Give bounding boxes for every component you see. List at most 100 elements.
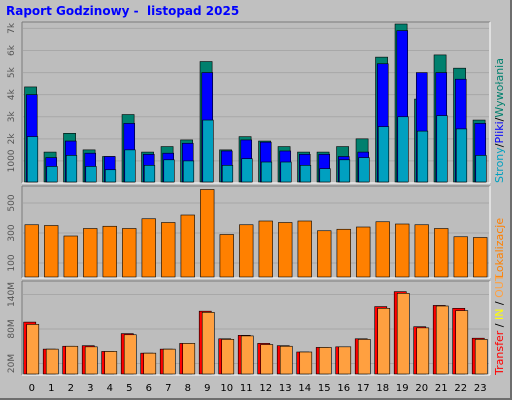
bar-visits-14 [297, 220, 312, 278]
y-tick-label: 2k [7, 133, 17, 145]
plot-area [22, 22, 490, 183]
bar-visits-2 [63, 235, 78, 278]
x-tick-label: 14 [298, 383, 311, 394]
bar-out-11 [240, 335, 254, 375]
legend-item: OUT [493, 274, 506, 301]
x-tick-label: 9 [204, 383, 210, 394]
legend-item: / [493, 301, 506, 305]
bar-visits-18 [375, 221, 390, 278]
y-tick-label: 140M [7, 282, 17, 307]
legend-visits: Lokalizacje [493, 218, 506, 278]
y-tick-label: 20M [7, 354, 17, 373]
bar-strony-5 [124, 149, 136, 183]
bar-visits-13 [278, 222, 293, 278]
bar-strony-10 [221, 165, 234, 183]
x-tick-label: 15 [318, 383, 331, 394]
x-tick-label: 4 [107, 383, 113, 394]
bar-strony-4 [104, 169, 117, 183]
bar-out-16 [338, 346, 352, 375]
bar-visits-10 [219, 234, 234, 278]
bar-strony-8 [182, 160, 195, 183]
bar-visits-23 [473, 237, 488, 278]
bar-visits-6 [141, 218, 156, 278]
bar-visits-11 [239, 224, 254, 278]
bar-out-0 [26, 324, 40, 375]
bar-strony-14 [299, 165, 312, 183]
bar-out-15 [318, 347, 332, 375]
bar-out-22 [455, 310, 469, 375]
y-tick-label: 300 [7, 224, 17, 241]
x-tick-label: 10 [220, 383, 233, 394]
y-tick-label: 500 [7, 194, 17, 211]
bar-strony-11 [241, 158, 253, 183]
bar-strony-22 [455, 128, 468, 183]
bar-visits-22 [453, 236, 468, 278]
bar-visits-5 [122, 228, 137, 278]
y-tick-label: 5k [7, 66, 17, 78]
bar-strony-23 [475, 155, 487, 183]
y-tick-label: 3k [7, 111, 17, 123]
bar-strony-3 [85, 166, 97, 183]
bar-strony-17 [358, 157, 370, 183]
bar-out-7 [162, 348, 176, 375]
x-tick-label: 21 [435, 383, 448, 394]
x-tick-label: 17 [357, 383, 370, 394]
x-tick-label: 7 [165, 383, 171, 394]
bar-visits-1 [44, 225, 59, 278]
bar-visits-8 [180, 214, 195, 278]
y-tick-label: 4k [7, 88, 17, 100]
legend-item: / [493, 117, 506, 121]
bar-out-19 [396, 293, 410, 375]
bar-out-8 [182, 343, 196, 375]
y-tick-label: 80M [7, 319, 17, 338]
bar-out-12 [260, 344, 274, 375]
chart-title: Raport Godzinowy - listopad 2025 [6, 4, 240, 18]
bar-strony-9 [202, 119, 214, 183]
bar-out-13 [279, 345, 293, 375]
bar-visits-3 [83, 228, 98, 278]
bar-out-6 [143, 352, 157, 375]
bar-visits-12 [258, 220, 273, 278]
bar-strony-0 [26, 136, 39, 183]
bar-strony-13 [280, 161, 292, 183]
x-tick-label: 1 [48, 383, 54, 394]
bar-visits-15 [317, 230, 332, 278]
bar-out-14 [299, 351, 313, 375]
bar-strony-16 [338, 159, 351, 183]
legend-item: Wywołania [493, 58, 506, 118]
legend-item: Strony [493, 147, 506, 183]
bar-strony-6 [143, 165, 156, 183]
bar-out-9 [201, 312, 215, 375]
bar-strony-12 [260, 161, 273, 183]
bar-out-1 [45, 348, 59, 375]
x-tick-label: 20 [415, 383, 428, 394]
y-tick-label: 7k [7, 22, 17, 34]
bar-out-17 [357, 339, 371, 375]
legend-pages-files-hits: Strony/Pliki/Wywołania [493, 58, 506, 183]
x-tick-label: 8 [185, 383, 191, 394]
bar-visits-17 [356, 226, 371, 278]
legend-item: Pliki [493, 121, 506, 143]
bar-out-2 [65, 345, 79, 375]
legend-item: / [493, 143, 506, 147]
legend-transfer: Transfer / IN / OUT [493, 274, 506, 376]
legend-item: Transfer [493, 327, 506, 376]
x-tick-label: 12 [259, 383, 272, 394]
bar-strony-20 [416, 130, 429, 183]
bar-visits-20 [414, 224, 429, 278]
bar-visits-7 [161, 222, 176, 278]
x-tick-label: 22 [454, 383, 467, 394]
bar-strony-2 [65, 155, 78, 183]
bar-strony-18 [377, 126, 390, 183]
bar-visits-19 [395, 223, 410, 278]
bar-visits-21 [434, 228, 449, 278]
plot-area [22, 281, 490, 375]
x-tick-label: 11 [240, 383, 253, 394]
bar-strony-7 [163, 159, 175, 183]
x-tick-label: 3 [87, 383, 93, 394]
legend-item: / [493, 323, 506, 327]
bar-strony-21 [436, 115, 448, 183]
bar-out-10 [221, 339, 235, 375]
x-tick-label: 23 [474, 383, 487, 394]
